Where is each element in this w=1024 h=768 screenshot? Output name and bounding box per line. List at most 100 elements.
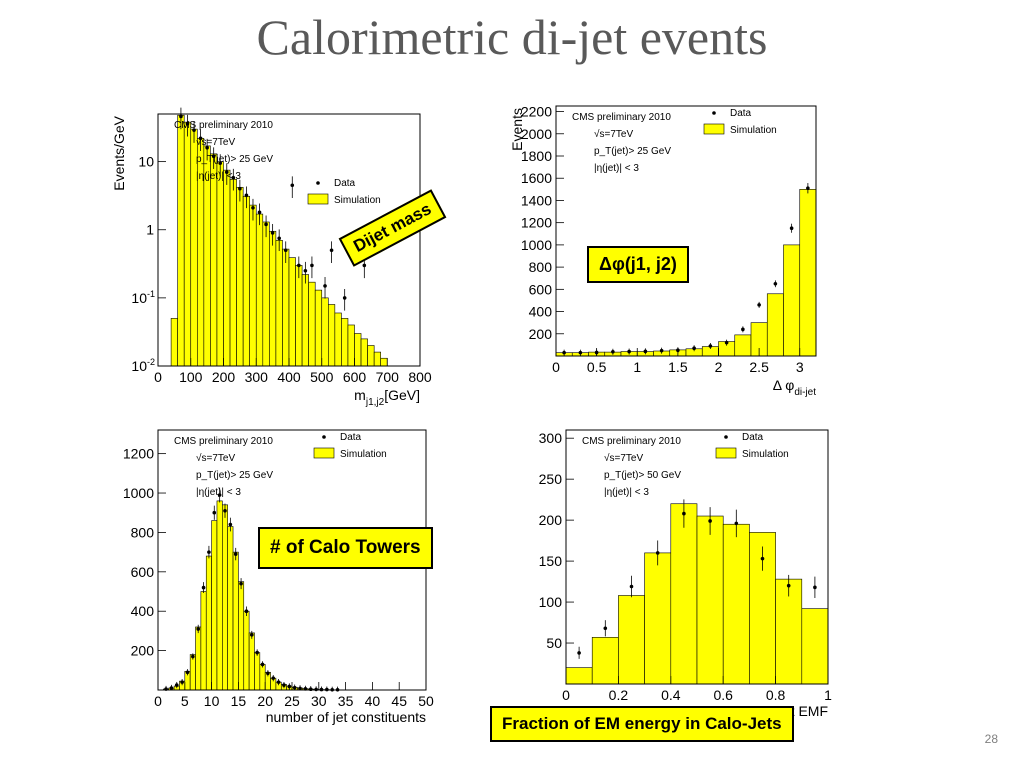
data-point xyxy=(233,552,238,556)
simulation-bar xyxy=(373,351,381,367)
data-point xyxy=(287,684,292,689)
data-point xyxy=(577,651,581,655)
simulation-bar xyxy=(262,221,270,367)
data-point xyxy=(682,511,686,516)
dijet-mass-chart: 0 100 200 300 400 500 600 700 800 10-2 10-1 1 10 Even… xyxy=(102,96,432,414)
simulation-bar xyxy=(783,244,801,357)
x-tick-label: 200 xyxy=(212,369,236,385)
data-point xyxy=(290,183,295,188)
annotation-text: p_T(jet)> 25 GeV xyxy=(196,470,273,481)
data-point xyxy=(264,222,268,227)
simulation-bar xyxy=(282,248,290,367)
simulation-bar xyxy=(195,626,202,691)
simulation-bar xyxy=(696,515,724,685)
x-tick-label: 50 xyxy=(418,693,434,709)
data-point xyxy=(276,680,281,684)
y-tick-label: 1000 xyxy=(123,485,154,501)
data-point xyxy=(310,263,314,268)
simulation-bar xyxy=(341,318,349,367)
simulation-bar xyxy=(238,581,245,691)
data-point xyxy=(813,585,817,590)
data-point xyxy=(659,348,664,353)
simulation-bar xyxy=(301,274,309,367)
legend-simulation-label: Simulation xyxy=(340,449,387,460)
data-point xyxy=(179,114,183,119)
jet-constituents-chart: 0 5 10 15 20 25 30 35 40 45 50 200 400 600 800 1000 1200… xyxy=(106,420,436,730)
plot-frame xyxy=(555,105,817,357)
annotation-text: p_T(jet)> 25 GeV xyxy=(196,154,273,165)
y-tick-label: 1 xyxy=(146,222,154,238)
simulation-bar xyxy=(722,523,750,685)
annotation-text: p_T(jet)> 50 GeV xyxy=(604,470,681,481)
em-fraction-callout: Fraction of EM energy in Calo-Jets xyxy=(490,706,794,742)
legend-data-label: Data xyxy=(334,178,356,189)
simulation-bar xyxy=(227,526,234,691)
annotation-text: |η(jet)| < 3 xyxy=(594,163,639,174)
y-tick-label: 600 xyxy=(131,564,155,580)
data-point xyxy=(323,284,327,288)
data-point xyxy=(255,650,259,655)
x-tick-label: 25 xyxy=(284,693,300,709)
simulation-bar xyxy=(734,334,752,357)
x-tick-label: 0.4 xyxy=(661,687,681,703)
y-tick-label: 800 xyxy=(131,524,155,540)
data-point xyxy=(244,609,249,614)
simulation-bar xyxy=(248,632,255,691)
x-tick-label: 20 xyxy=(257,693,273,709)
data-point xyxy=(643,349,648,354)
simulation-bar xyxy=(766,293,784,357)
annotation-text: |η(jet)| < 3 xyxy=(196,171,241,182)
simulation-bar xyxy=(321,297,329,367)
data-point xyxy=(655,551,660,555)
x-tick-label: 40 xyxy=(365,693,381,709)
data-point xyxy=(198,136,203,141)
simulation-bar xyxy=(360,338,368,367)
x-tick-label: 5 xyxy=(181,693,189,709)
data-point xyxy=(277,236,281,241)
y-tick-label: 150 xyxy=(539,553,563,569)
simulation-bar xyxy=(177,114,185,367)
annotation-text: |η(jet)| < 3 xyxy=(604,487,649,498)
x-tick-label: 500 xyxy=(310,369,334,385)
simulation-bar xyxy=(670,503,698,685)
data-point xyxy=(627,349,631,354)
x-tick-label: 1 xyxy=(824,687,832,703)
x-tick-label: 3 xyxy=(796,359,804,375)
simulation-bar xyxy=(222,504,228,691)
legend-data-marker xyxy=(322,435,326,439)
data-point xyxy=(603,626,608,631)
y-tick-label: 1600 xyxy=(521,170,552,186)
data-point xyxy=(692,346,696,351)
y-tick-label: 2000 xyxy=(521,126,552,142)
x-tick-label: 35 xyxy=(338,693,354,709)
y-tick-label: 200 xyxy=(539,512,563,528)
simulation-bar xyxy=(211,520,218,691)
data-point xyxy=(611,349,615,354)
simulation-bar xyxy=(334,312,342,367)
x-tick-label: 45 xyxy=(391,693,407,709)
simulation-bar xyxy=(269,230,277,367)
simulation-bar xyxy=(275,239,283,367)
data-point xyxy=(185,670,190,675)
y-tick-label: 1000 xyxy=(521,237,552,253)
data-point xyxy=(266,671,270,676)
simulation-bar xyxy=(236,186,244,367)
x-tick-label: 30 xyxy=(311,693,327,709)
annotation-text: √s=7TeV xyxy=(196,452,235,464)
data-point xyxy=(207,550,211,554)
data-point xyxy=(629,584,634,589)
calo-towers-callout: # of Calo Towers xyxy=(258,527,433,569)
simulation-bar xyxy=(295,265,303,367)
data-point xyxy=(192,128,196,132)
legend-data-marker xyxy=(316,181,320,185)
data-point xyxy=(757,303,761,307)
simulation-bar xyxy=(367,345,375,367)
y-tick-label: 2200 xyxy=(521,104,552,120)
data-point xyxy=(283,248,288,253)
x-tick-label: 1 xyxy=(633,359,641,375)
x-tick-label: 100 xyxy=(179,369,203,385)
simulation-bar xyxy=(200,591,207,691)
simulation-bar xyxy=(243,610,250,691)
x-tick-label: 15 xyxy=(231,693,247,709)
data-point xyxy=(185,121,190,126)
